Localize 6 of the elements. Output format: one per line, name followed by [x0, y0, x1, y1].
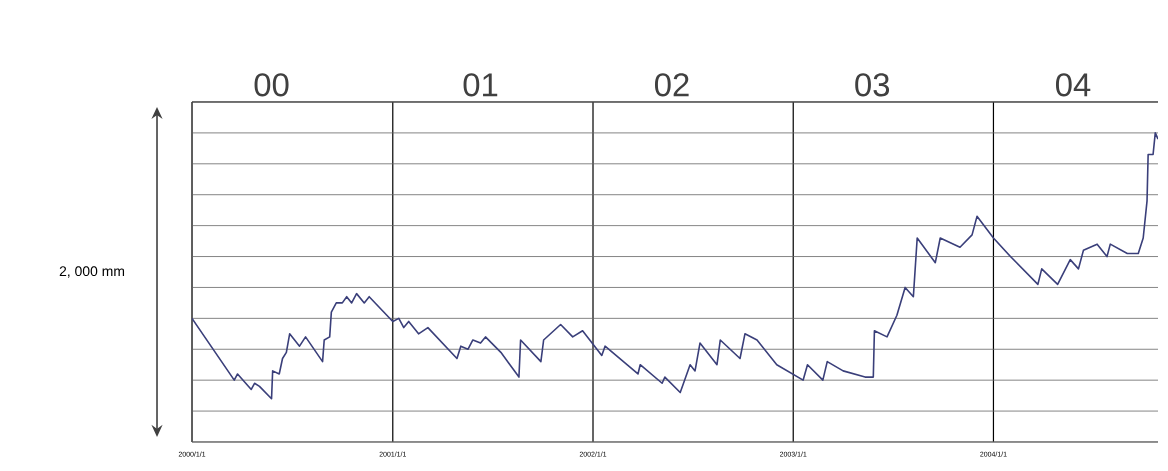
- x2-tick-label: 04: [1055, 73, 1091, 97]
- x2-tick-label: 01: [463, 73, 498, 97]
- x2-tick-label: 00: [254, 73, 289, 97]
- x2-tick-label: 03: [855, 73, 890, 97]
- x2-tick-label: 02: [654, 73, 689, 97]
- y-axis-title: 2, 000 mm: [59, 266, 125, 278]
